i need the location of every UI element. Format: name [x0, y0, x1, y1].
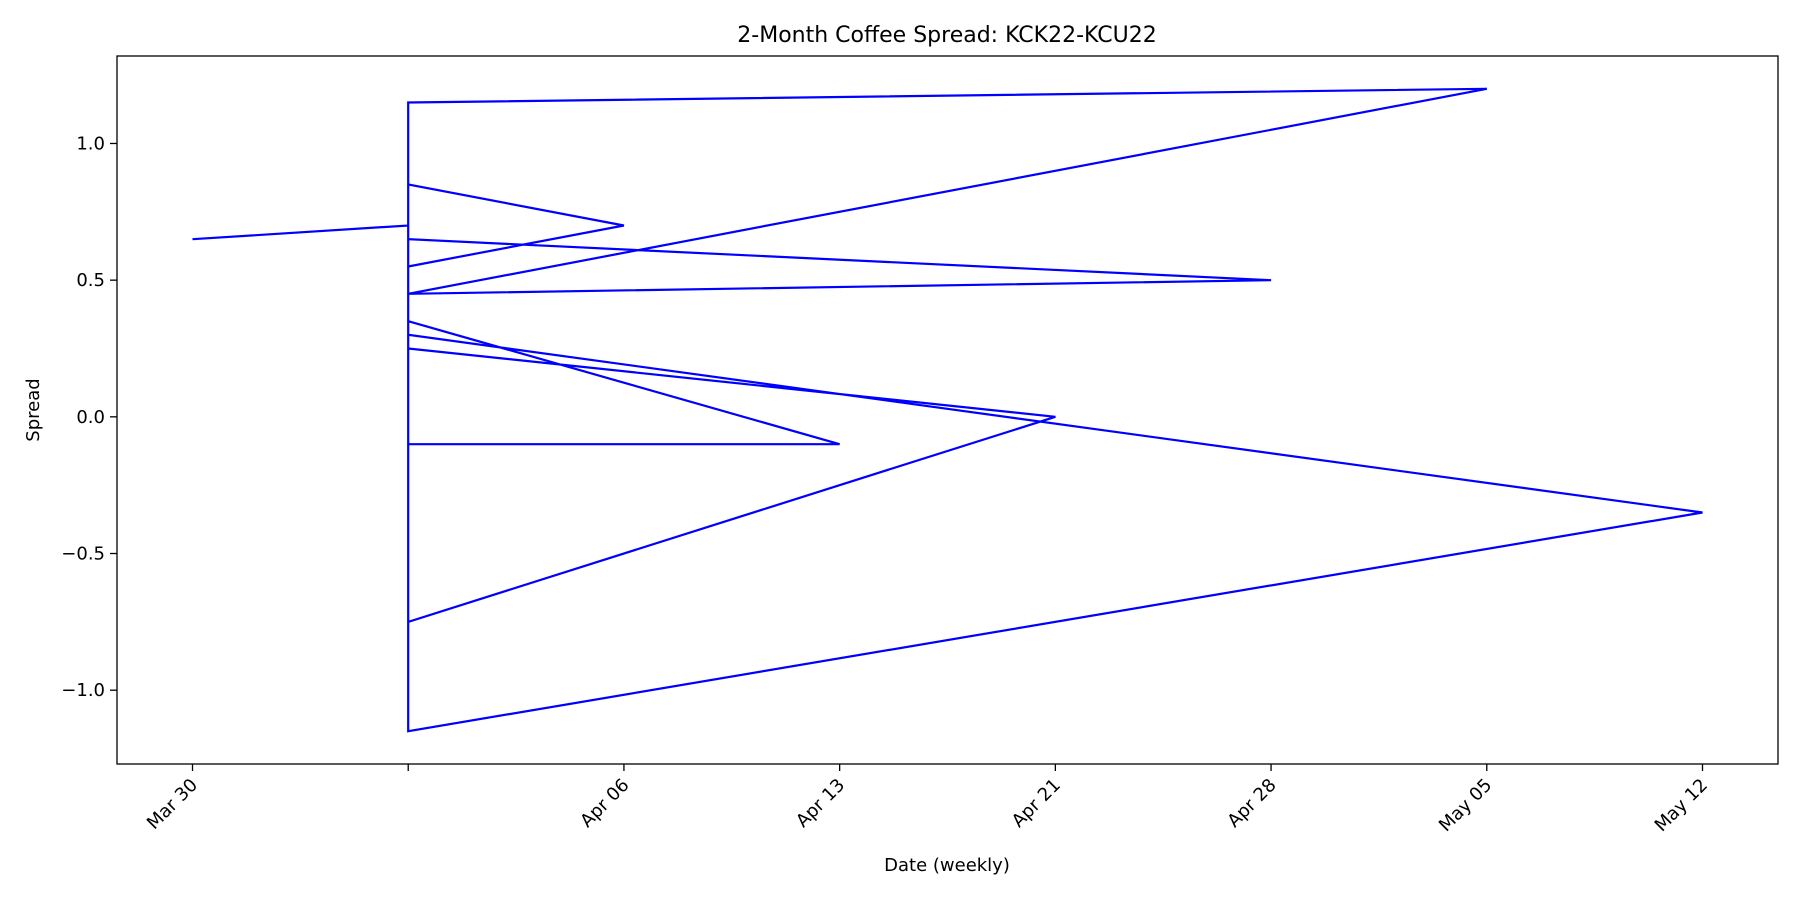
series-line: [192, 87, 1703, 733]
y-tick-label: −0.5: [61, 544, 105, 565]
x-axis-label: Date (weekly): [884, 855, 1010, 876]
chart-title: 2-Month Coffee Spread: KCK22-KCU22: [737, 23, 1156, 48]
plot-frame: [116, 55, 1779, 765]
y-tick-label: 1.0: [76, 133, 105, 154]
y-axis-label: Spread: [23, 378, 44, 441]
plot-area: [192, 87, 1703, 733]
y-tick-label: 0.5: [76, 270, 105, 291]
y-tick-label: −1.0: [61, 680, 105, 701]
y-tick-label: 0.0: [76, 407, 105, 428]
y-axis: −1.0 −0.5 0.0 0.5 1.0: [61, 133, 117, 701]
